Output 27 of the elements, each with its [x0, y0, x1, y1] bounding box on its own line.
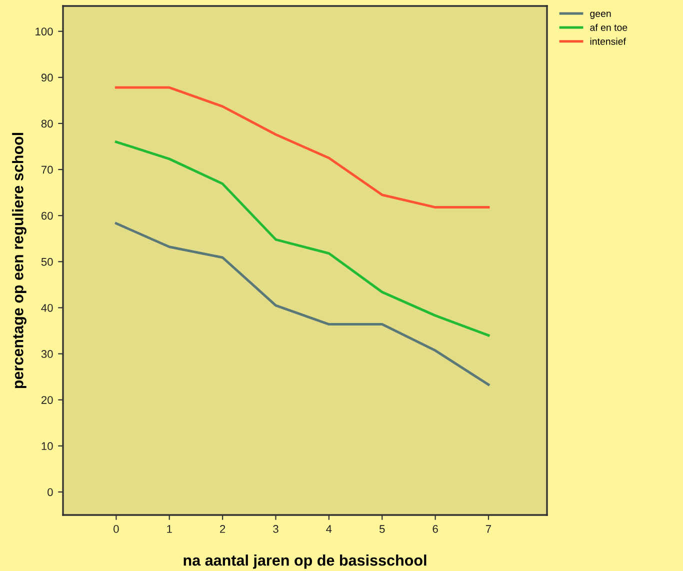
x-tick-label: 1: [167, 525, 172, 533]
y-tick-label: 40: [41, 304, 53, 312]
y-tick-label: 0: [48, 488, 53, 496]
y-tick-label: 20: [41, 396, 53, 404]
y-axis-title: percentage op een reguliere school: [12, 132, 26, 388]
y-tick-label: 80: [41, 120, 53, 128]
x-tick-label: 2: [220, 525, 226, 533]
line-series: [114, 86, 490, 209]
line-series: [114, 222, 490, 386]
y-tick-label: 50: [41, 258, 53, 266]
x-tick-label: 3: [273, 525, 278, 533]
y-tick-label: 30: [41, 350, 53, 358]
x-axis-title: na aantal jaren op de basisschool: [184, 554, 426, 569]
y-tick-label: 60: [41, 212, 53, 220]
y-tick-label: 10: [42, 442, 53, 450]
legend-label: geen: [590, 12, 611, 19]
line-series: [114, 140, 490, 337]
legend-label: af en toe: [590, 24, 628, 31]
x-tick-label: 5: [379, 525, 385, 533]
x-tick-label: 4: [326, 525, 332, 533]
legend-label: intensief: [590, 38, 626, 45]
y-tick-label: 70: [41, 166, 53, 174]
x-tick-label: 7: [486, 525, 492, 533]
y-tick-label: 90: [41, 74, 53, 82]
x-tick-label: 6: [432, 525, 438, 533]
x-tick-label: 0: [114, 525, 119, 533]
y-tick-label: 100: [36, 28, 53, 36]
